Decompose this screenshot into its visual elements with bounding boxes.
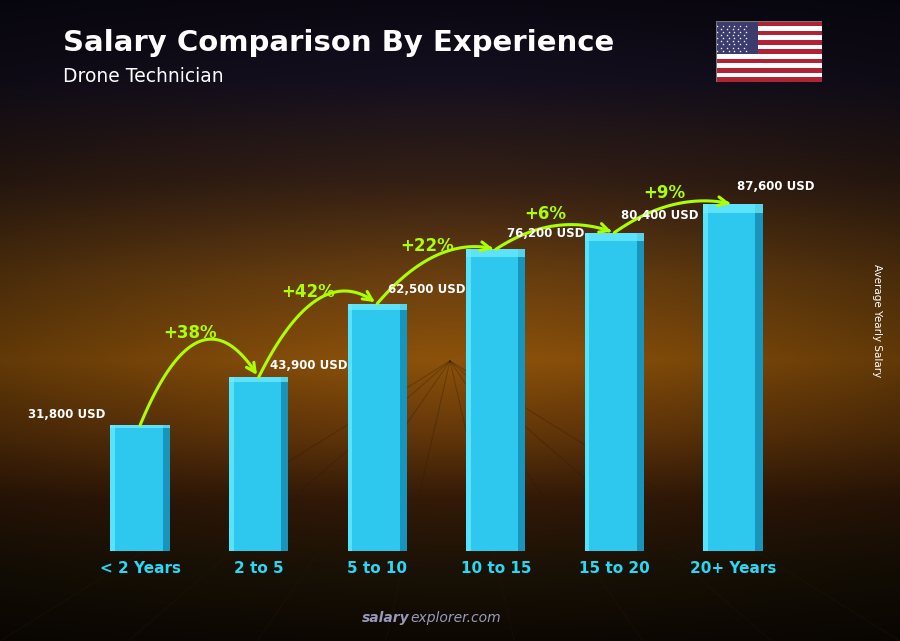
Text: +22%: +22% [400,237,454,256]
Bar [400,304,407,551]
Bar [466,249,526,257]
Text: Drone Technician: Drone Technician [63,67,223,87]
Bar [716,78,822,82]
Text: +6%: +6% [525,204,567,222]
Text: +38%: +38% [163,324,217,342]
Bar [637,233,644,551]
Text: +9%: +9% [644,185,685,203]
Text: 87,600 USD: 87,600 USD [737,180,814,193]
Bar [716,31,822,35]
Bar [716,72,822,78]
Text: 80,400 USD: 80,400 USD [621,210,698,222]
Bar [585,233,644,551]
Bar [229,378,288,381]
Bar [466,249,471,551]
Bar [466,249,526,551]
Bar [716,49,822,54]
Text: 31,800 USD: 31,800 USD [28,408,105,421]
Text: +42%: +42% [282,283,336,301]
Bar [347,304,407,551]
Text: 76,200 USD: 76,200 USD [507,227,584,240]
Text: 62,500 USD: 62,500 USD [388,283,466,296]
Bar [347,304,407,310]
Bar [518,249,526,551]
Bar [716,40,822,45]
Bar [716,54,822,58]
Bar [716,45,822,49]
Bar [716,68,822,72]
Text: Salary Comparison By Experience: Salary Comparison By Experience [63,29,614,57]
Bar [281,378,288,551]
Bar [716,21,758,54]
Text: 43,900 USD: 43,900 USD [270,359,347,372]
Bar [229,378,288,551]
Bar [163,425,170,551]
Bar [229,378,234,551]
Bar [585,233,644,240]
Bar [716,26,822,31]
Bar [111,425,115,551]
Bar [716,35,822,40]
Bar [347,304,352,551]
Bar [716,21,822,26]
Bar [111,425,170,551]
Text: salary: salary [362,611,410,625]
Bar [703,204,762,213]
Text: explorer.com: explorer.com [410,611,501,625]
Bar [703,204,708,551]
Bar [716,58,822,63]
Text: Average Yearly Salary: Average Yearly Salary [871,264,882,377]
Bar [716,63,822,68]
Bar [585,233,590,551]
Bar [111,425,170,428]
Bar [755,204,762,551]
Bar [703,204,762,551]
